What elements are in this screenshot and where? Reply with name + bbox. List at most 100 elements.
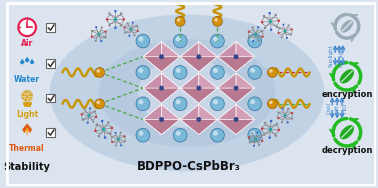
Polygon shape bbox=[143, 73, 180, 88]
Polygon shape bbox=[180, 120, 217, 134]
Circle shape bbox=[291, 112, 293, 114]
Text: BDPPO-CsPbBr₃: BDPPO-CsPbBr₃ bbox=[137, 161, 241, 174]
Circle shape bbox=[120, 24, 122, 27]
Circle shape bbox=[136, 97, 150, 111]
Circle shape bbox=[212, 17, 222, 26]
Circle shape bbox=[136, 66, 150, 79]
Polygon shape bbox=[29, 59, 34, 64]
Circle shape bbox=[133, 34, 136, 36]
Text: H₂O: H₂O bbox=[342, 102, 347, 113]
Text: decryption: decryption bbox=[321, 146, 373, 155]
Circle shape bbox=[173, 128, 187, 142]
Circle shape bbox=[173, 34, 187, 48]
Circle shape bbox=[173, 66, 187, 79]
Circle shape bbox=[120, 132, 122, 134]
Ellipse shape bbox=[138, 59, 236, 127]
Circle shape bbox=[280, 36, 283, 38]
Polygon shape bbox=[143, 57, 180, 72]
Circle shape bbox=[124, 27, 125, 29]
Polygon shape bbox=[180, 42, 217, 57]
Circle shape bbox=[96, 123, 98, 126]
Circle shape bbox=[277, 117, 279, 119]
Circle shape bbox=[248, 30, 250, 33]
Circle shape bbox=[120, 12, 122, 15]
Circle shape bbox=[269, 101, 273, 104]
FancyBboxPatch shape bbox=[6, 2, 376, 186]
Circle shape bbox=[87, 122, 89, 124]
Circle shape bbox=[248, 34, 262, 48]
Circle shape bbox=[211, 128, 224, 142]
Circle shape bbox=[274, 134, 277, 137]
Circle shape bbox=[128, 35, 130, 37]
Circle shape bbox=[261, 30, 263, 32]
Circle shape bbox=[114, 18, 117, 21]
Circle shape bbox=[277, 32, 279, 34]
Ellipse shape bbox=[50, 14, 324, 171]
FancyBboxPatch shape bbox=[46, 59, 55, 68]
Circle shape bbox=[248, 66, 262, 79]
Circle shape bbox=[136, 34, 150, 48]
Circle shape bbox=[98, 135, 100, 137]
Circle shape bbox=[277, 19, 280, 22]
Circle shape bbox=[108, 24, 111, 27]
Circle shape bbox=[269, 69, 273, 73]
Circle shape bbox=[132, 22, 134, 24]
Circle shape bbox=[94, 40, 97, 42]
Circle shape bbox=[91, 30, 93, 32]
Circle shape bbox=[136, 25, 138, 27]
Polygon shape bbox=[180, 73, 217, 88]
Circle shape bbox=[287, 108, 289, 110]
Circle shape bbox=[260, 135, 263, 137]
Polygon shape bbox=[199, 105, 217, 134]
Circle shape bbox=[248, 97, 262, 111]
Circle shape bbox=[114, 10, 117, 12]
Circle shape bbox=[176, 37, 181, 42]
Circle shape bbox=[92, 121, 94, 123]
Circle shape bbox=[290, 34, 292, 36]
Circle shape bbox=[122, 18, 125, 21]
Circle shape bbox=[287, 121, 289, 124]
Circle shape bbox=[175, 17, 185, 26]
Polygon shape bbox=[180, 105, 199, 134]
Circle shape bbox=[261, 127, 263, 130]
Circle shape bbox=[21, 90, 33, 102]
Circle shape bbox=[106, 18, 108, 21]
Polygon shape bbox=[218, 105, 236, 134]
Circle shape bbox=[111, 127, 113, 129]
Ellipse shape bbox=[99, 39, 275, 147]
Circle shape bbox=[258, 144, 260, 146]
Circle shape bbox=[250, 131, 255, 136]
Circle shape bbox=[249, 142, 251, 144]
Circle shape bbox=[136, 128, 150, 142]
Polygon shape bbox=[143, 88, 180, 103]
Circle shape bbox=[214, 18, 218, 22]
Circle shape bbox=[277, 111, 280, 114]
FancyBboxPatch shape bbox=[46, 128, 55, 137]
Circle shape bbox=[100, 40, 102, 42]
Circle shape bbox=[268, 99, 277, 109]
Circle shape bbox=[213, 99, 218, 104]
Polygon shape bbox=[218, 73, 254, 88]
Circle shape bbox=[270, 120, 273, 122]
Circle shape bbox=[264, 122, 266, 124]
Circle shape bbox=[263, 133, 265, 136]
Circle shape bbox=[138, 68, 143, 73]
Circle shape bbox=[251, 26, 254, 29]
Circle shape bbox=[114, 27, 117, 29]
Circle shape bbox=[291, 28, 293, 30]
Text: UV light: UV light bbox=[339, 45, 344, 67]
Circle shape bbox=[263, 15, 265, 17]
Polygon shape bbox=[180, 42, 199, 72]
Circle shape bbox=[253, 145, 255, 147]
Circle shape bbox=[105, 30, 107, 33]
Circle shape bbox=[284, 30, 287, 33]
Circle shape bbox=[281, 121, 283, 123]
Polygon shape bbox=[180, 105, 217, 120]
Polygon shape bbox=[199, 42, 217, 72]
Circle shape bbox=[250, 68, 255, 73]
Circle shape bbox=[254, 138, 257, 140]
Polygon shape bbox=[25, 127, 29, 134]
Circle shape bbox=[101, 120, 104, 122]
Circle shape bbox=[196, 86, 201, 91]
Circle shape bbox=[87, 114, 90, 117]
